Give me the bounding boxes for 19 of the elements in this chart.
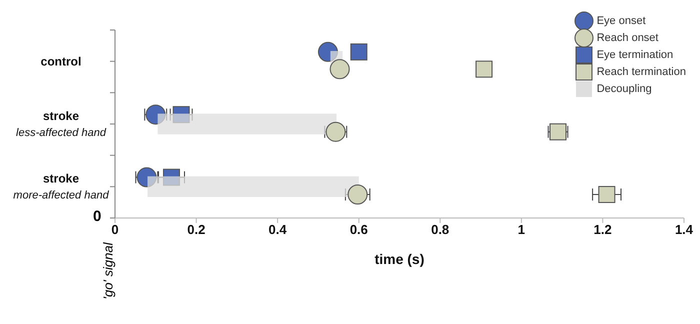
legend-label: Reach onset bbox=[596, 32, 658, 44]
text: 'go' signal bbox=[100, 242, 116, 302]
x-tick-label: 1.2 bbox=[594, 222, 612, 238]
x-tick-label: 0.4 bbox=[268, 222, 288, 238]
x-axis-title: time (s) bbox=[374, 251, 424, 267]
x-tick-label: 0 bbox=[111, 222, 119, 238]
x-tick-label: 0.6 bbox=[350, 222, 368, 238]
y-tick-label: stroke less-affected hand bbox=[16, 109, 107, 139]
legend-label: Reach termination bbox=[596, 66, 686, 78]
x-tick-label: 0.8 bbox=[431, 222, 450, 238]
y-tick-label: control bbox=[40, 54, 82, 68]
x-tick-label: 1 bbox=[518, 222, 526, 238]
legend-label: Eye termination bbox=[596, 48, 674, 60]
y-tick-label: stroke more-affected hand bbox=[13, 172, 110, 202]
legend-label: Decoupling bbox=[596, 82, 652, 94]
x-tick-label: 1.4 bbox=[674, 222, 694, 238]
legend-label: Eye onset bbox=[596, 14, 646, 26]
x-tick-label: 0.2 bbox=[187, 222, 206, 238]
text: 0 bbox=[93, 208, 102, 225]
